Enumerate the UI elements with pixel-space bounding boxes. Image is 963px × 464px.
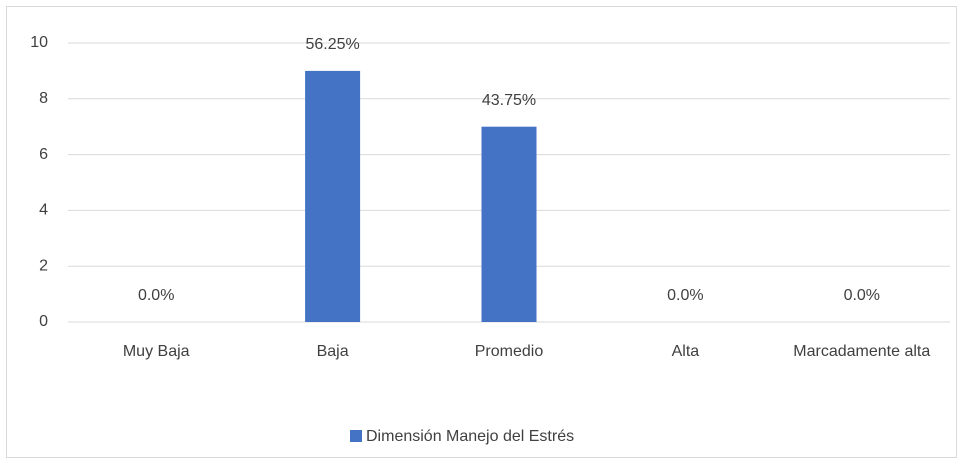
y-tick-label: 8 (39, 90, 48, 107)
x-tick-label-box: Alta (671, 343, 700, 360)
data-label: 56.25% (305, 36, 359, 53)
y-tick-label: 0 (39, 313, 48, 330)
y-tick-label: 10 (30, 34, 48, 51)
x-tick-label: Promedio (474, 343, 544, 360)
x-tick-label: Baja (316, 343, 349, 360)
data-label: 0.0% (138, 287, 174, 304)
x-tick-label: Muy Baja (122, 343, 190, 360)
y-tick-label: 4 (39, 202, 48, 219)
bar (305, 70, 361, 323)
legend-label: Dimensión Manejo del Estrés (366, 428, 574, 445)
y-tick-label: 2 (39, 257, 48, 274)
legend-swatch (350, 430, 362, 442)
x-tick-label-box: Marcadamente alta (793, 343, 931, 360)
bar (481, 126, 537, 322)
x-tick-label: Alta (671, 343, 700, 360)
data-label: 0.0% (844, 287, 880, 304)
x-tick-label-box: Baja (316, 343, 349, 360)
data-label: 0.0% (667, 287, 703, 304)
x-tick-label: Marcadamente alta (793, 343, 931, 360)
x-tick-label-box: Muy Baja (122, 343, 190, 360)
data-label: 43.75% (482, 92, 536, 109)
x-tick-label-box: Promedio (474, 343, 544, 360)
y-tick-label: 6 (39, 146, 48, 163)
